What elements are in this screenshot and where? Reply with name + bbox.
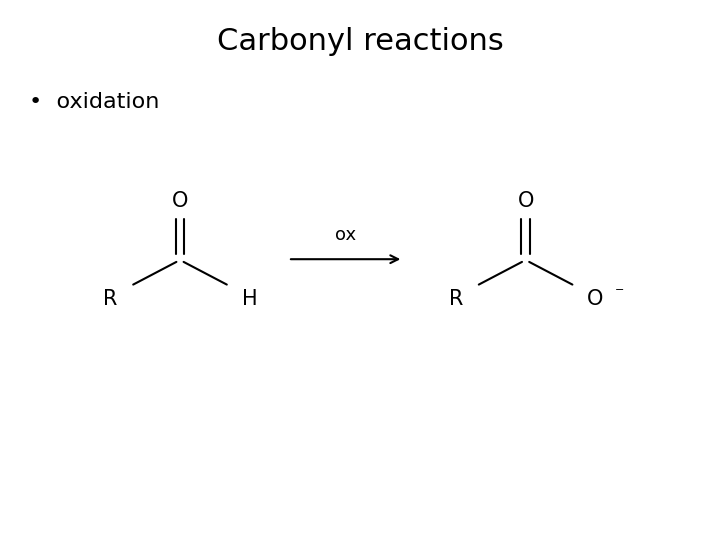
Text: Carbonyl reactions: Carbonyl reactions: [217, 27, 503, 56]
Text: −: −: [614, 285, 624, 295]
Text: O: O: [172, 191, 188, 212]
Text: O: O: [588, 288, 603, 309]
Text: •  oxidation: • oxidation: [29, 92, 159, 112]
Text: R: R: [103, 288, 117, 309]
Text: O: O: [518, 191, 534, 212]
Text: H: H: [242, 288, 258, 309]
Text: R: R: [449, 288, 463, 309]
Text: ox: ox: [335, 226, 356, 244]
